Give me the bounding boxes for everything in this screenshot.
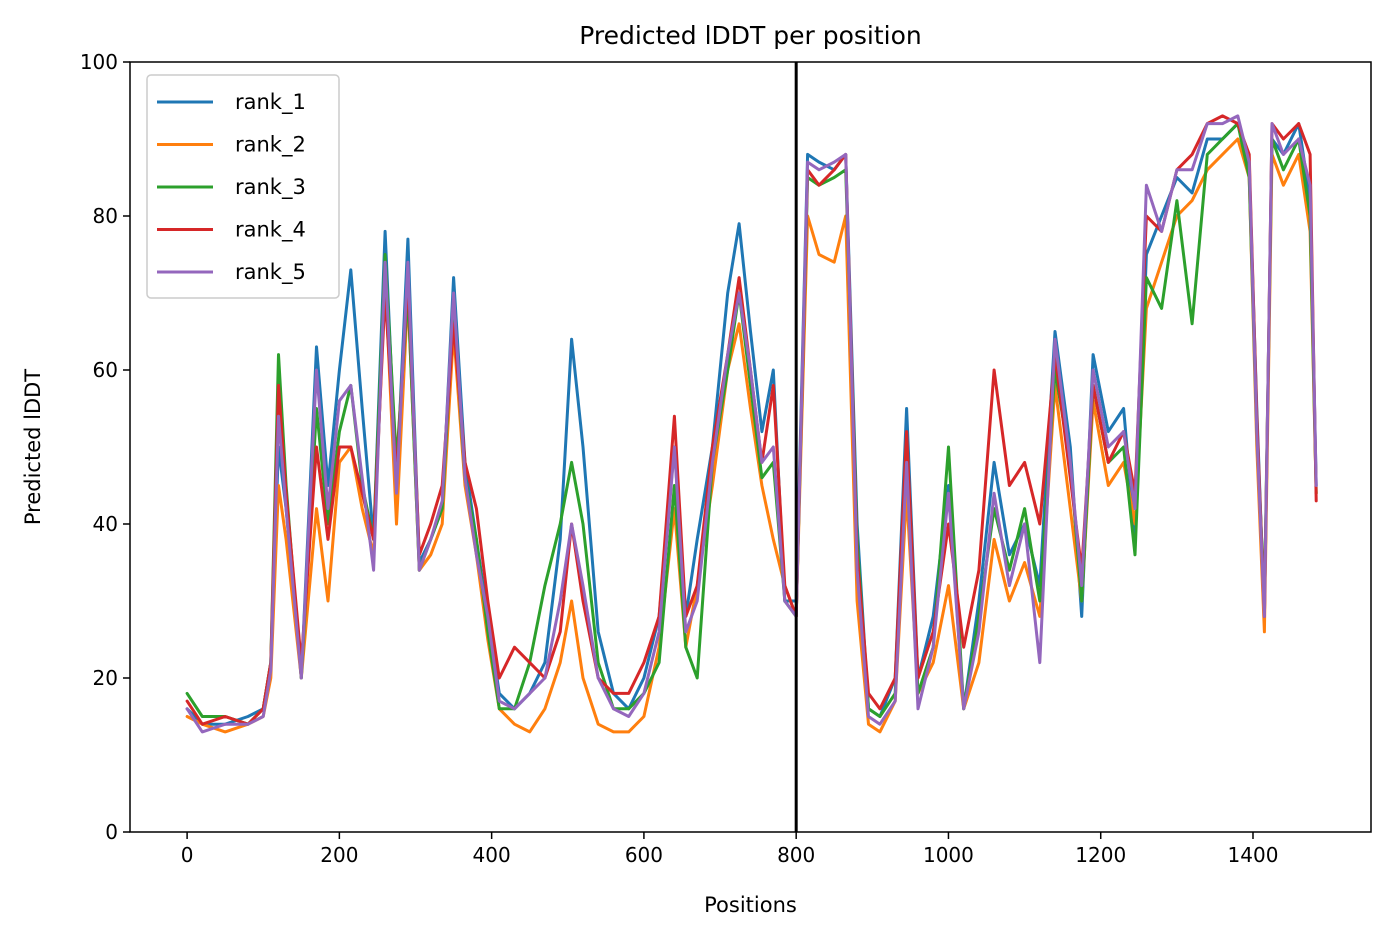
y-tick-label: 60 (93, 358, 118, 382)
legend-label-rank_5: rank_5 (235, 260, 306, 285)
chart-title: Predicted lDDT per position (579, 21, 921, 50)
x-tick-label: 400 (473, 843, 511, 867)
y-tick-label: 40 (93, 512, 118, 536)
legend-label-rank_3: rank_3 (235, 175, 306, 200)
legend-label-rank_1: rank_1 (235, 90, 306, 115)
y-axis: 0 20 40 60 80 100 (80, 50, 130, 844)
x-tick-label: 600 (625, 843, 663, 867)
x-tick-label: 800 (777, 843, 815, 867)
series-line-rank_5 (185, 114, 1318, 734)
x-tick-label: 0 (181, 843, 194, 867)
legend-box (146, 74, 340, 299)
plot-frame (129, 61, 1372, 833)
x-axis-label: Positions (704, 893, 797, 917)
x-tick-label: 200 (320, 843, 358, 867)
x-axis: 0 200 400 600 800 1000 1200 1400 (181, 832, 1279, 867)
y-tick-label: 0 (105, 820, 118, 844)
legend: rank_1 rank_2 rank_3 rank_4 rank_5 (146, 74, 340, 299)
y-axis-label: Predicted lDDT (21, 369, 45, 525)
y-tick-label: 100 (80, 50, 118, 74)
y-tick-label: 20 (93, 666, 118, 690)
series-layer (185, 114, 1318, 734)
legend-label-rank_4: rank_4 (235, 218, 306, 243)
x-tick-label: 1400 (1228, 843, 1279, 867)
y-tick-label: 80 (93, 204, 118, 228)
x-tick-label: 1200 (1075, 843, 1126, 867)
x-tick-label: 1000 (923, 843, 974, 867)
legend-label-rank_2: rank_2 (235, 133, 306, 158)
